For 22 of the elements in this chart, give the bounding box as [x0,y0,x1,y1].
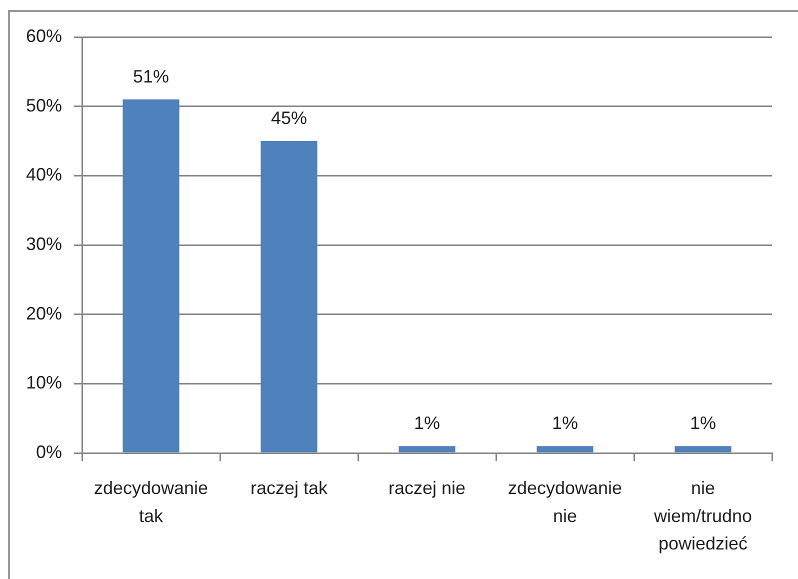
bar [536,446,594,452]
y-tick-label: 30% [26,234,62,254]
y-tick-label: 20% [26,303,62,324]
data-label: 1% [414,413,440,434]
x-tick-label: nie wiem/trudno powiedzieć [652,478,752,554]
data-label: 1% [552,413,578,434]
y-tick-label: 40% [26,164,62,185]
bar [122,99,180,452]
data-label: 51% [132,66,170,86]
data-label: 1% [690,413,716,434]
y-tick-label: 50% [26,95,62,116]
x-tick-label: raczej nie [388,478,466,498]
x-tick-label: zdecydowanie nie [508,478,622,526]
y-tick-label: 10% [26,372,62,393]
y-tick-label: 60% [26,26,62,46]
x-tick-label: raczej tak [250,478,329,498]
x-tick-label: zdecydowanie tak [94,478,208,526]
bar [674,446,732,452]
bar [398,446,456,452]
data-label: 45% [270,108,308,128]
y-tick-label: 0% [36,442,62,462]
bar [260,141,318,452]
